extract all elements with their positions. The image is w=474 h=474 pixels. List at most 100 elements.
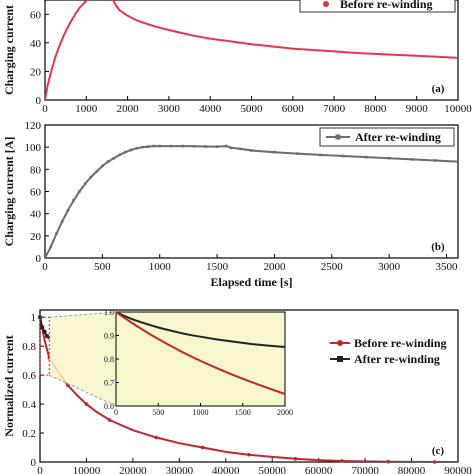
data-point	[129, 148, 133, 152]
data-point	[386, 459, 391, 464]
inset-x-tick-label: 500	[152, 408, 164, 417]
data-point	[135, 146, 139, 150]
data-point	[124, 150, 127, 154]
panel-annotation: (c)	[432, 445, 445, 457]
legend-box	[319, 127, 455, 147]
data-point	[387, 156, 391, 160]
x-tick-label: 10000	[73, 465, 101, 474]
data-point	[341, 154, 345, 158]
data-point	[204, 145, 207, 148]
data-point	[45, 256, 47, 258]
zoom-connector	[49, 311, 117, 318]
x-tick-label: 50000	[258, 465, 286, 474]
inset-y-tick-label: 0.8	[104, 355, 114, 364]
inset-frame	[115, 311, 286, 407]
x-tick-label: 8000	[364, 103, 387, 115]
data-point	[89, 175, 93, 179]
x-tick-label: 500	[94, 261, 111, 273]
legend: Before re-winding	[299, 0, 456, 13]
y-tick-label: 80	[30, 164, 42, 176]
x-tick-label: 1000	[149, 261, 172, 273]
series-group	[45, 0, 458, 100]
data-point	[66, 209, 70, 212]
x-tick-label: 0	[42, 103, 48, 115]
data-point	[456, 160, 458, 163]
legend-marker	[323, 1, 329, 7]
y-axis-label: Normalized current	[2, 335, 16, 436]
y-tick-label: 0.2	[22, 428, 36, 440]
data-point	[49, 245, 53, 249]
inset-y-tick-label: 0.7	[104, 379, 114, 388]
x-tick-label: 70000	[351, 465, 379, 474]
data-point	[364, 155, 368, 159]
data-point	[319, 153, 322, 157]
inset-series-line-2	[115, 311, 286, 395]
x-tick-label: 1500	[206, 261, 229, 273]
inset: 0 500 1000 1500 2000 0.6 0.7 0.8 0.9 1.0	[104, 308, 293, 417]
data-point	[45, 334, 49, 338]
data-point	[83, 182, 87, 186]
series-line-1	[45, 0, 458, 100]
y-tick-label: 1	[31, 312, 37, 324]
y-tick-label: 100	[25, 142, 42, 154]
plot-frame	[39, 309, 459, 463]
zoom-connector	[49, 374, 117, 407]
inset-y-tick-label: 0.9	[104, 332, 114, 341]
inset-x-tick-label: 1500	[235, 408, 251, 417]
x-tick-label: 4000	[199, 103, 222, 115]
data-point	[181, 144, 184, 148]
x-tick-label: 3000	[158, 103, 181, 115]
x-tick-label: 10000	[444, 103, 472, 115]
data-point	[95, 170, 98, 173]
legend-marker	[337, 340, 343, 346]
y-tick-label: 0	[31, 457, 37, 469]
x-tick-label: 60000	[305, 465, 333, 474]
panel-annotation: (a)	[432, 83, 445, 95]
y-tick-label: 120	[25, 120, 42, 132]
x-tick-label: 0	[42, 261, 48, 273]
x-axis-label: Elapsed time [s]	[211, 275, 293, 289]
x-tick-label: 90000	[444, 465, 472, 474]
data-point	[433, 159, 437, 162]
data-point	[112, 156, 116, 160]
data-point	[238, 147, 242, 151]
x-tick-label: 40000	[212, 465, 240, 474]
x-tick-label: 2000	[263, 261, 286, 273]
data-point	[107, 418, 112, 422]
zoom-wedge	[49, 312, 116, 406]
inset-y-tick-label: 0.6	[104, 402, 114, 411]
x-tick-label: 5000	[241, 103, 264, 115]
panel-a: 0 1000 2000 3000 4000 5000 6000 7000 8000 9000 100…	[2, 0, 472, 115]
y-tick-label: 0.8	[22, 341, 36, 353]
inset-y-tick-label: 1.0	[104, 308, 114, 317]
data-point	[273, 150, 276, 154]
series-line-1	[45, 145, 458, 258]
x-tick-label: 3000	[378, 261, 401, 273]
y-axis-label: Charging current [A]	[2, 137, 16, 247]
data-point	[101, 164, 104, 168]
data-point	[432, 460, 437, 464]
data-point	[106, 160, 110, 163]
x-tick-label: 20000	[119, 465, 147, 474]
x-tick-label: 1000	[75, 103, 98, 115]
data-point	[60, 220, 64, 223]
data-point	[293, 457, 298, 461]
x-tick-label: 6000	[282, 103, 305, 115]
x-tick-label: 9000	[406, 103, 429, 115]
data-point	[72, 199, 75, 202]
data-point	[250, 149, 253, 152]
y-axis-label: Charging current	[2, 5, 16, 95]
x-tick-label: 2500	[321, 261, 344, 273]
panel-b: 0 500 1000 1500 2000 2500 3000 3500 0 20 40 60 80 100…	[2, 120, 459, 289]
data-point	[158, 144, 162, 148]
legend-label: Before re-winding	[354, 336, 447, 350]
data-point	[42, 329, 47, 334]
data-point	[192, 144, 196, 148]
x-tick-label: 30000	[166, 465, 194, 474]
data-point	[154, 435, 158, 440]
y-tick-label: 60	[30, 9, 42, 21]
y-tick-label: 0.4	[22, 399, 36, 411]
legend: Before re-winding After re-winding	[330, 336, 447, 366]
inset-x-tick-label: 1000	[193, 408, 209, 417]
